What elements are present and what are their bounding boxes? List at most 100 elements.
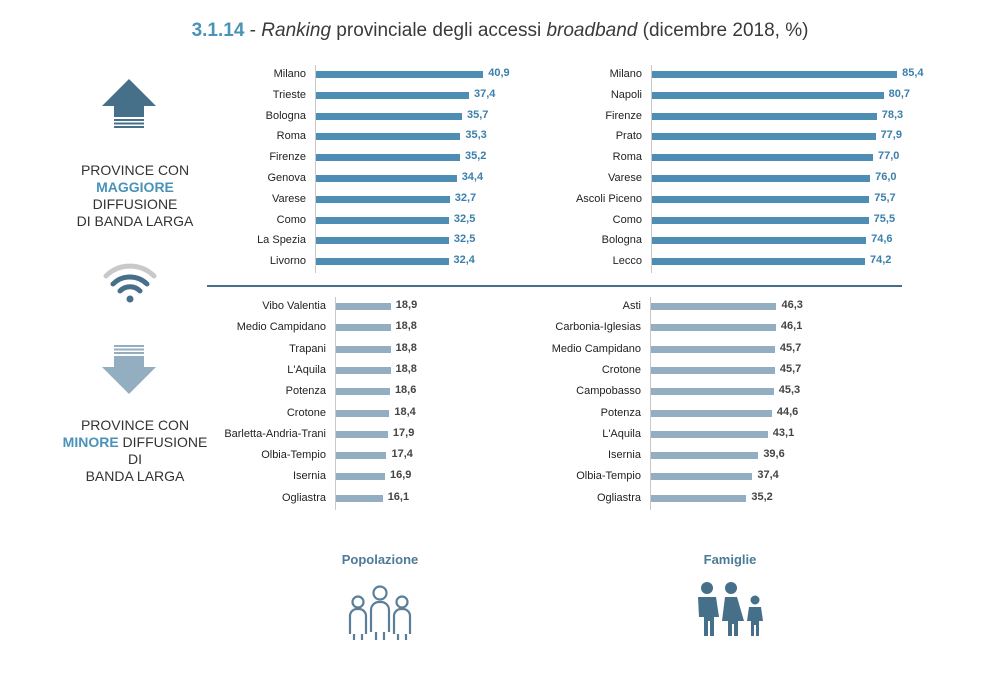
value-label: 74,2	[869, 254, 892, 267]
bar	[316, 216, 449, 224]
value-label: 45,7	[779, 341, 802, 354]
value-label: 85,4	[902, 67, 924, 79]
value-label: 32,4	[453, 254, 475, 267]
value-label: 39,6	[763, 448, 785, 461]
value-label: 78,3	[881, 108, 904, 121]
chart-row: Carbonia-Iglesias 46,1	[540, 318, 880, 339]
chart-axis	[650, 297, 651, 510]
value-label: 45,3	[778, 384, 801, 397]
chart-row: Como 75,5	[540, 211, 895, 232]
population-icon	[348, 585, 412, 640]
bar	[651, 324, 776, 332]
bar	[336, 473, 385, 481]
bar	[651, 366, 775, 374]
category-label: Bologna	[265, 109, 306, 122]
category-label: Olbia-Tempio	[261, 449, 326, 462]
top-label-line2-rest: DIFFUSIONE	[92, 196, 178, 212]
category-label: Prato	[615, 130, 642, 143]
chart-row: Napoli 80,7	[540, 86, 910, 107]
chart-row: Olbia-Tempio 17,4	[210, 446, 540, 467]
bar	[316, 71, 484, 78]
category-label: Trieste	[272, 88, 306, 101]
bar	[336, 388, 390, 396]
bar	[316, 133, 461, 141]
category-label: Crotone	[286, 406, 326, 419]
category-label: Lecco	[612, 255, 642, 268]
value-label: 18,8	[395, 320, 417, 333]
category-label: La Spezia	[257, 234, 306, 247]
category-label: Firenze	[605, 109, 642, 122]
bar	[652, 258, 865, 266]
category-label: Vibo Valentia	[262, 300, 326, 312]
chart-row: Trieste 37,4	[210, 86, 540, 107]
bar	[336, 494, 383, 502]
chart-row: Isernia 39,6	[540, 446, 880, 467]
chart-popolazione-bottom: Vibo Valentia 18,9 Medio Campidano 18,8 Trap…	[210, 297, 540, 510]
chart-row: Lecco 74,2	[540, 252, 892, 273]
chart-row: Medio Campidano 45,7	[540, 340, 880, 361]
chart-row: Crotone 45,7	[540, 361, 880, 382]
chart-row: Livorno 32,4	[210, 252, 540, 273]
category-label: Barletta-Andria-Trani	[224, 427, 326, 440]
bar	[652, 216, 869, 224]
chart-row: Milano 40,9	[210, 65, 540, 86]
chart-row: Milano 85,4	[540, 65, 924, 86]
value-label: 32,7	[454, 191, 477, 204]
page-title: 3.1.14 - Ranking provinciale degli acces…	[0, 20, 1000, 42]
title-italic-ranking: Ranking	[261, 20, 332, 41]
chart-row: Varese 32,7	[210, 190, 540, 211]
value-label: 18,8	[395, 341, 417, 354]
top-label-highlight: MAGGIORE	[96, 179, 174, 195]
category-label: Bologna	[601, 234, 642, 247]
bar	[316, 195, 450, 203]
category-label: Olbia-Tempio	[576, 470, 641, 483]
chart-row: Bologna 35,7	[210, 107, 540, 128]
value-label: 18,4	[394, 405, 416, 418]
bar	[651, 303, 777, 310]
category-label: Livorno	[269, 255, 306, 268]
value-label: 46,1	[780, 320, 803, 333]
category-label: L'Aquila	[602, 427, 641, 440]
bar	[316, 91, 469, 99]
bottom-provinces-label: PROVINCE CON MINORE DIFFUSIONE DI BANDA …	[60, 417, 210, 485]
category-label: Como	[612, 213, 642, 226]
category-label: Medio Campidano	[236, 321, 326, 334]
bar	[652, 133, 876, 141]
value-label: 37,4	[473, 87, 496, 100]
title-number: 3.1.14	[191, 20, 245, 41]
category-label: Genova	[267, 172, 306, 184]
bar	[652, 91, 884, 99]
value-label: 17,9	[392, 426, 415, 439]
bar	[652, 71, 898, 78]
value-label: 46,3	[781, 299, 803, 311]
bar	[651, 473, 753, 481]
bar	[336, 366, 391, 374]
top-label-line2: MAGGIORE DIFFUSIONE	[70, 179, 200, 213]
bar	[336, 303, 391, 310]
chart-row: Roma 35,3	[210, 127, 540, 148]
bar	[651, 345, 775, 353]
chart-row: Asti 46,3	[540, 297, 880, 318]
chart-row: Ogliastra 16,1	[210, 489, 540, 510]
chart-row: Trapani 18,8	[210, 340, 540, 361]
category-label: Varese	[607, 172, 642, 184]
chart-row: Bologna 74,6	[540, 231, 893, 252]
chart-row: L'Aquila 18,8	[210, 361, 540, 382]
bar	[651, 409, 772, 417]
category-label: Firenze	[269, 151, 306, 164]
chart-row: Varese 76,0	[540, 169, 897, 190]
title-separator: -	[244, 20, 262, 41]
chart-row: Olbia-Tempio 37,4	[540, 467, 880, 488]
chart-row: Crotone 18,4	[210, 404, 540, 425]
title-tail: (dicembre 2018, %)	[637, 20, 809, 41]
chart-row: Roma 77,0	[540, 148, 900, 169]
value-label: 45,7	[779, 362, 802, 375]
bar	[651, 388, 774, 396]
chart-axis	[315, 65, 316, 273]
category-label: Carbonia-Iglesias	[555, 321, 641, 334]
chart-popolazione-top: Milano 40,9 Trieste 37,4 Bologna 35,7 Roma 35,3…	[210, 65, 540, 273]
value-label: 16,1	[387, 490, 410, 503]
value-label: 18,6	[394, 384, 417, 397]
chart-axis	[651, 65, 652, 273]
value-label: 32,5	[453, 233, 476, 246]
